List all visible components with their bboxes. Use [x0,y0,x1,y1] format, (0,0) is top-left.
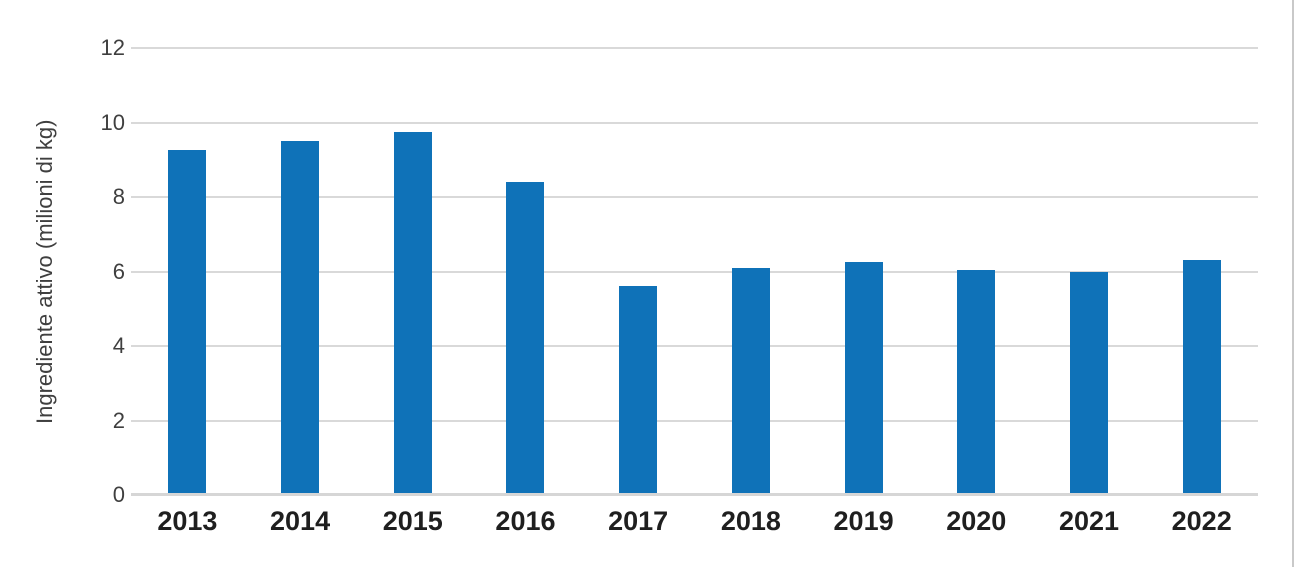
plot-area [131,47,1258,496]
y-axis-tick-labels: 0 2 4 6 8 10 12 [55,37,125,506]
y-tick-label-8: 8 [112,184,125,209]
y-tick-label-6: 6 [112,258,125,284]
x-tick-label-2013: 2013 [157,506,218,536]
bars-layer [131,48,1258,495]
bar-2021 [1069,271,1108,495]
x-tick-label-2020: 2020 [946,506,1007,536]
bar-slot-2016 [469,48,582,495]
y-tick-label-4: 4 [112,333,125,358]
x-tick-label-2021: 2021 [1058,506,1120,536]
x-tick-label-2014: 2014 [270,506,331,536]
bar-slot-2021 [1033,48,1146,495]
gridline-y-10 [131,121,1258,124]
bar-2017 [619,286,658,495]
x-tick-label-2017: 2017 [608,506,669,536]
slide-edge-border [1292,0,1294,567]
gridline-y-8 [131,196,1258,198]
bar-2015 [393,131,432,495]
x-tick-label-2018: 2018 [720,506,781,536]
y-tick-label-12: 12 [100,35,125,60]
bar-2019 [844,262,883,495]
bar-2016 [506,182,545,495]
x-axis-line [131,493,1258,496]
y-tick-label-10: 10 [100,109,125,135]
bar-slot-2015 [356,48,469,495]
y-tick-label-0: 0 [112,482,125,507]
bar-2022 [1182,260,1221,495]
bar-slot-2022 [1145,48,1258,495]
bar-slot-2020 [920,48,1033,495]
x-tick-label-2019: 2019 [833,506,894,536]
x-tick-label-2022: 2022 [1171,506,1232,536]
x-axis-tick-labels: 2013 2014 2015 2016 2017 2018 2019 2020 2021 2022 [131,505,1258,537]
y-tick-label-2: 2 [112,407,125,433]
bar-slot-2014 [244,48,357,495]
x-tick-label-2015: 2015 [382,506,443,536]
gridline-y-2 [131,419,1258,422]
bar-2014 [281,141,320,495]
gridline-y-4 [131,345,1258,347]
bar-2020 [957,269,996,495]
gridline-y-12 [131,47,1258,49]
bar-slot-2013 [131,48,244,495]
x-tick-label-2016: 2016 [495,506,556,536]
gridline-y-6 [131,270,1258,273]
bar-slot-2017 [582,48,695,495]
bar-slot-2019 [807,48,920,495]
bar-2013 [168,150,207,495]
bar-slot-2018 [695,48,808,495]
bar-2018 [731,267,770,495]
